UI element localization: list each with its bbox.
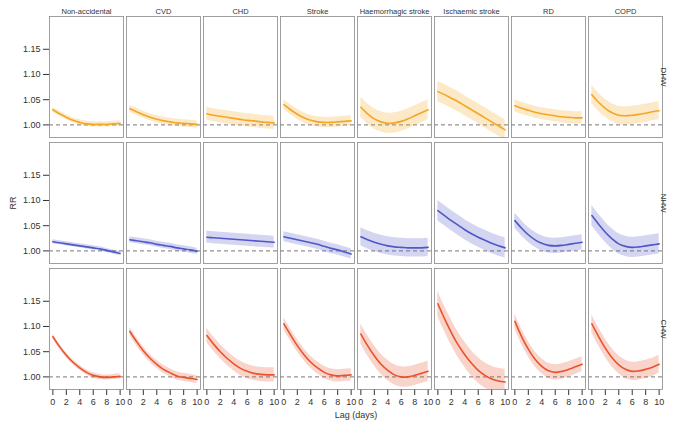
- svg-text:Ischaemic stroke: Ischaemic stroke: [443, 7, 499, 16]
- svg-text:1.00: 1.00: [23, 120, 41, 130]
- svg-text:2: 2: [141, 397, 146, 407]
- svg-text:1.15: 1.15: [23, 44, 41, 54]
- svg-text:2: 2: [372, 397, 377, 407]
- svg-text:0: 0: [435, 397, 440, 407]
- svg-text:4: 4: [616, 397, 621, 407]
- svg-text:4: 4: [539, 397, 544, 407]
- svg-text:10: 10: [577, 397, 587, 407]
- svg-text:Non-accidental: Non-accidental: [61, 7, 111, 16]
- svg-text:10: 10: [423, 397, 433, 407]
- svg-text:CHW: CHW: [659, 319, 668, 339]
- svg-text:8: 8: [489, 397, 494, 407]
- svg-text:1.10: 1.10: [23, 321, 41, 331]
- svg-text:1.05: 1.05: [23, 95, 41, 105]
- svg-text:1.05: 1.05: [23, 221, 41, 231]
- svg-text:1.15: 1.15: [23, 170, 41, 180]
- svg-text:6: 6: [91, 397, 96, 407]
- svg-text:RD: RD: [543, 7, 554, 16]
- svg-text:8: 8: [643, 397, 648, 407]
- svg-text:2: 2: [218, 397, 223, 407]
- svg-text:1.00: 1.00: [23, 246, 41, 256]
- svg-text:Stroke: Stroke: [307, 7, 329, 16]
- svg-text:6: 6: [245, 397, 250, 407]
- svg-text:10: 10: [115, 397, 125, 407]
- svg-text:0: 0: [589, 397, 594, 407]
- svg-text:4: 4: [462, 397, 467, 407]
- svg-text:8: 8: [104, 397, 109, 407]
- svg-text:8: 8: [412, 397, 417, 407]
- svg-text:NHW: NHW: [659, 193, 668, 213]
- svg-text:4: 4: [385, 397, 390, 407]
- svg-text:8: 8: [566, 397, 571, 407]
- svg-text:6: 6: [322, 397, 327, 407]
- svg-text:10: 10: [192, 397, 202, 407]
- svg-text:0: 0: [358, 397, 363, 407]
- svg-text:1.10: 1.10: [23, 69, 41, 79]
- svg-text:6: 6: [168, 397, 173, 407]
- svg-text:6: 6: [399, 397, 404, 407]
- svg-text:4: 4: [231, 397, 236, 407]
- svg-text:8: 8: [335, 397, 340, 407]
- svg-text:Haemorrhagic stroke: Haemorrhagic stroke: [360, 7, 430, 16]
- svg-text:1.05: 1.05: [23, 347, 41, 357]
- svg-text:0: 0: [50, 397, 55, 407]
- svg-text:2: 2: [603, 397, 608, 407]
- svg-text:4: 4: [154, 397, 159, 407]
- svg-text:2: 2: [526, 397, 531, 407]
- svg-text:CHD: CHD: [232, 7, 249, 16]
- svg-text:0: 0: [204, 397, 209, 407]
- svg-text:COPD: COPD: [615, 7, 637, 16]
- svg-text:1.10: 1.10: [23, 195, 41, 205]
- svg-text:6: 6: [476, 397, 481, 407]
- svg-text:CVD: CVD: [156, 7, 172, 16]
- svg-text:10: 10: [500, 397, 510, 407]
- svg-text:4: 4: [77, 397, 82, 407]
- svg-text:10: 10: [346, 397, 356, 407]
- svg-text:Lag (days): Lag (days): [335, 410, 378, 420]
- svg-text:10: 10: [654, 397, 664, 407]
- svg-text:6: 6: [553, 397, 558, 407]
- svg-text:4: 4: [308, 397, 313, 407]
- svg-text:1.00: 1.00: [23, 372, 41, 382]
- svg-text:0: 0: [512, 397, 517, 407]
- svg-text:8: 8: [181, 397, 186, 407]
- svg-text:1.15: 1.15: [23, 296, 41, 306]
- svg-text:0: 0: [281, 397, 286, 407]
- svg-text:2: 2: [64, 397, 69, 407]
- svg-text:2: 2: [449, 397, 454, 407]
- svg-text:6: 6: [630, 397, 635, 407]
- svg-text:8: 8: [258, 397, 263, 407]
- svg-text:RR: RR: [8, 196, 18, 209]
- svg-text:DHW: DHW: [659, 67, 668, 87]
- svg-text:2: 2: [295, 397, 300, 407]
- svg-text:0: 0: [127, 397, 132, 407]
- svg-text:10: 10: [269, 397, 279, 407]
